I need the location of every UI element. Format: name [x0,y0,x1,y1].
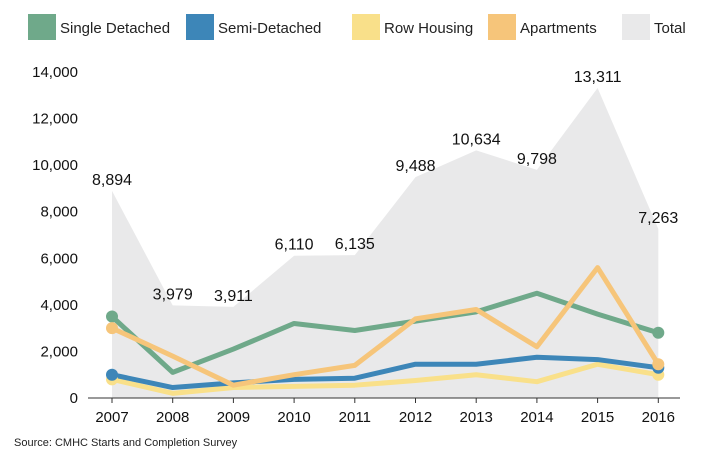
legend-item-apartments: Apartments [488,14,597,40]
marker-semi-detached-2007 [106,368,118,381]
total-label-2010: 6,110 [275,237,314,254]
y-tick-8000: 8,000 [40,204,78,221]
legend-swatch-single-detached [28,14,56,40]
legend: Single Detached Semi-Detached Row Housing A… [28,14,686,40]
series-lines-layer [109,265,661,396]
y-tick-4000: 4,000 [40,297,78,314]
y-axis: 0 2,000 4,000 6,000 8,000 10,000 12,000 14,000 [32,64,78,407]
total-label-2009: 3,911 [214,288,253,305]
total-label-2014: 9,798 [517,151,557,168]
legend-label-apartments: Apartments [520,20,597,37]
y-tick-2000: 2,000 [40,343,78,360]
total-area [112,88,659,398]
y-tick-14000: 14,000 [32,64,78,81]
markers-layer [106,310,665,386]
x-tick-2010: 2010 [277,409,310,426]
total-label-2011: 6,135 [335,236,375,253]
y-tick-6000: 6,000 [40,250,78,267]
legend-item-row-housing: Row Housing [352,14,473,40]
x-tick-2016: 2016 [642,409,675,426]
legend-item-single-detached: Single Detached [28,14,170,40]
legend-label-row-housing: Row Housing [384,20,473,37]
total-label-2008: 3,979 [153,286,193,303]
x-tick-2008: 2008 [156,409,189,426]
legend-label-single-detached: Single Detached [60,20,170,37]
y-tick-12000: 12,000 [32,111,78,128]
series-line-semi-detached [109,354,661,391]
marker-apartments-2016 [652,358,665,371]
marker-single-detached-2007 [106,310,118,323]
x-tick-2013: 2013 [460,409,493,426]
legend-label-total: Total [654,20,686,37]
source-note: Source: CMHC Starts and Completion Surve… [14,437,238,449]
total-label-2013: 10,634 [452,131,501,148]
marker-apartments-2007 [106,322,118,335]
legend-label-semi-detached: Semi-Detached [218,20,321,37]
x-axis: 2007 2008 2009 2010 2011 2012 2013 2014 2015 2016 [88,397,680,426]
legend-swatch-apartments [488,14,516,40]
total-label-2015: 13,311 [574,69,622,86]
x-tick-2011: 2011 [339,409,371,426]
total-label-2007: 8,894 [92,172,132,189]
x-tick-2012: 2012 [399,409,432,426]
marker-single-detached-2016 [652,326,665,339]
total-label-2012: 9,488 [395,158,435,175]
legend-item-total: Total [622,14,686,40]
legend-swatch-total [622,14,650,40]
y-tick-0: 0 [70,390,78,407]
legend-swatch-semi-detached [186,14,214,40]
total-area-layer [112,88,659,398]
x-tick-2014: 2014 [520,409,553,426]
y-tick-10000: 10,000 [32,157,78,174]
x-tick-2007: 2007 [95,409,128,426]
series-line-apartments [109,265,661,388]
total-label-2016: 7,263 [638,210,678,227]
x-tick-2015: 2015 [581,409,614,426]
legend-item-semi-detached: Semi-Detached [186,14,321,40]
x-tick-2009: 2009 [217,409,250,426]
legend-swatch-row-housing [352,14,380,40]
series-line-row-housing [109,361,661,396]
total-labels: 8,894 3,979 3,911 6,110 6,135 9,488 10,634 9,79… [92,69,678,305]
